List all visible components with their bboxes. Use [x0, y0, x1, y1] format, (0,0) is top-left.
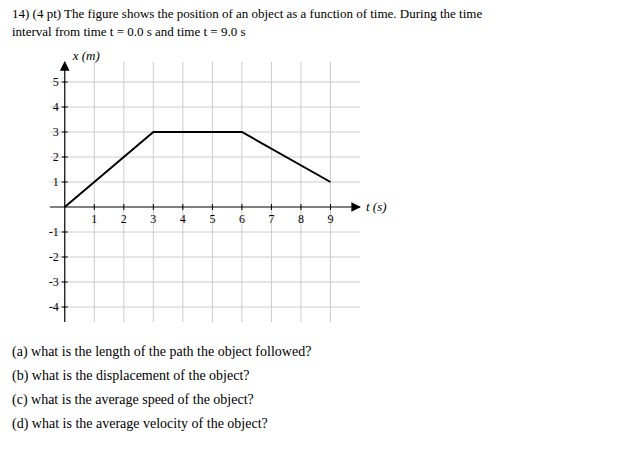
x-tick-label: 2 — [121, 212, 127, 226]
grid-line-x — [330, 62, 331, 322]
x-tick-label: 9 — [327, 212, 333, 226]
grid-line-x — [94, 62, 95, 322]
x-tick — [271, 204, 272, 210]
x-tick-label: 8 — [298, 212, 304, 226]
x-tick-label: 1 — [91, 212, 97, 226]
title: 14) (4 pt) The figure shows the position… — [12, 6, 482, 21]
y-tick-label: -3 — [49, 275, 59, 289]
data-line — [65, 132, 331, 207]
x-tick — [182, 204, 183, 210]
x-tick — [94, 204, 95, 210]
grid-line-y — [50, 307, 360, 308]
x-axis — [50, 206, 360, 207]
x-tick — [241, 204, 242, 210]
grid-line-y — [50, 157, 360, 158]
y-tick — [62, 157, 68, 158]
grid-line-y — [50, 182, 360, 183]
question: (d) what is the average velocity of the … — [12, 416, 268, 432]
y-tick-label: -2 — [49, 250, 59, 264]
x-tick — [153, 204, 154, 210]
grid-line-x — [153, 62, 154, 322]
y-tick — [62, 282, 68, 283]
y-tick-label: 5 — [53, 75, 59, 89]
x-tick — [300, 204, 301, 210]
y-tick — [62, 82, 68, 83]
x-tick-label: 3 — [150, 212, 156, 226]
y-tick — [62, 107, 68, 108]
chart: 14) (4 pt) The figure shows the position… — [0, 0, 626, 453]
x-tick — [123, 204, 124, 210]
grid-line-y — [50, 257, 360, 258]
grid-line-y — [50, 107, 360, 108]
y-tick-label: -4 — [49, 300, 59, 314]
grid-line-x — [212, 62, 213, 322]
y-tick-label: 1 — [53, 175, 59, 189]
x-tick-label: 4 — [180, 212, 186, 226]
y-tick-label: 3 — [53, 125, 59, 139]
grid-line-x — [300, 62, 301, 322]
x-tick-label: 5 — [209, 212, 215, 226]
y-tick-label: 2 — [53, 150, 59, 164]
x-tick — [330, 204, 331, 210]
question: (a) what is the length of the path the o… — [12, 344, 311, 360]
question: (c) what is the average speed of the obj… — [12, 392, 254, 408]
grid-line-y — [50, 82, 360, 83]
y-axis — [64, 62, 65, 322]
grid-line-x — [123, 62, 124, 322]
grid — [50, 62, 360, 322]
y-axis-label: x (m) — [72, 48, 100, 63]
question: (b) what is the displacement of the obje… — [12, 368, 250, 384]
x-tick-label: 7 — [268, 212, 274, 226]
grid-line-y — [50, 282, 360, 283]
y-tick-label: -1 — [49, 225, 59, 239]
x-tick-label: 6 — [239, 212, 245, 226]
y-tick — [62, 182, 68, 183]
grid-line-x — [271, 62, 272, 322]
y-tick — [62, 257, 68, 258]
plot-area — [65, 132, 331, 207]
x-tick — [212, 204, 213, 210]
grid-line-x — [182, 62, 183, 322]
y-tick — [62, 307, 68, 308]
grid-line-y — [50, 232, 360, 233]
grid-line-x — [241, 62, 242, 322]
subtitle: interval from time t = 0.0 s and time t … — [12, 24, 245, 39]
x-axis-label: t (s) — [366, 199, 387, 214]
y-tick — [62, 132, 68, 133]
y-tick-label: 4 — [53, 100, 59, 114]
y-tick — [62, 232, 68, 233]
